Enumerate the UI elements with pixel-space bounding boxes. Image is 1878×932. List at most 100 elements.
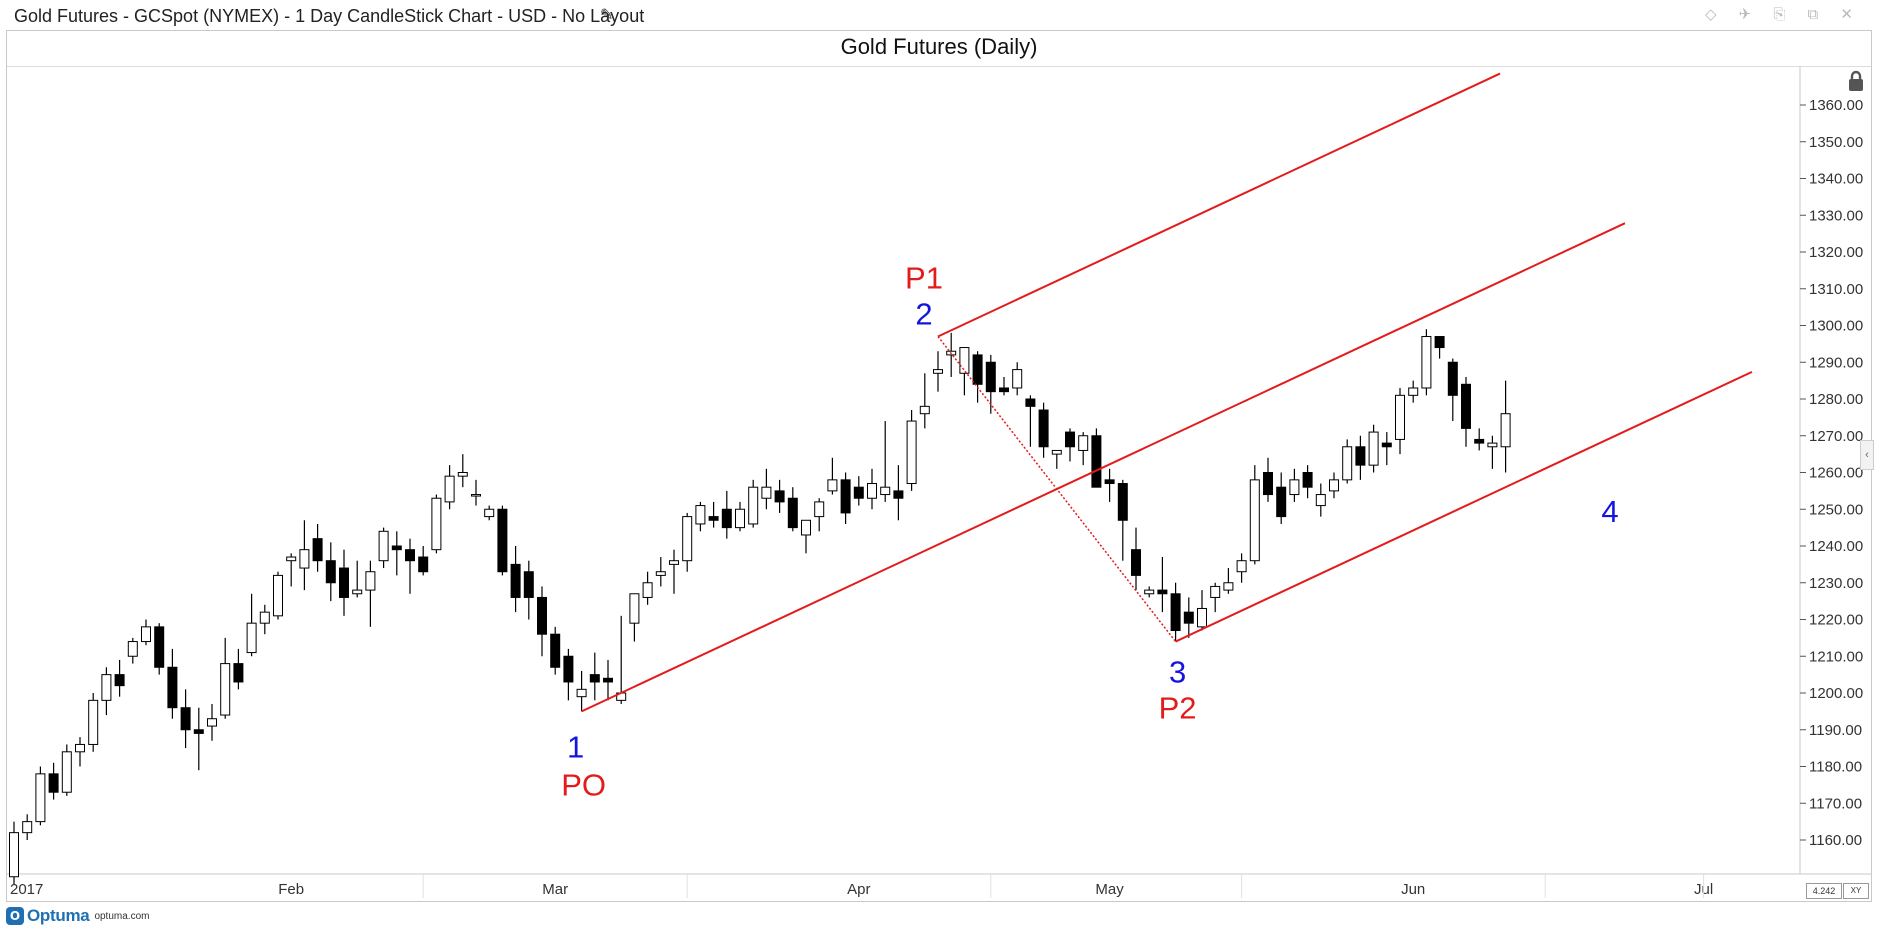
candle bbox=[1078, 432, 1089, 466]
candle bbox=[563, 648, 574, 701]
pivot-label-p1: P1 bbox=[905, 261, 943, 296]
candle bbox=[1329, 472, 1339, 499]
window-controls-icons[interactable]: ◇ ✈ ⎘ ⧉ ✕ bbox=[1704, 6, 1862, 23]
candle bbox=[299, 520, 310, 591]
candle-body-down bbox=[603, 677, 613, 683]
candle bbox=[682, 512, 693, 572]
candle bbox=[735, 501, 745, 532]
candle-body-up bbox=[1051, 449, 1062, 455]
candle bbox=[919, 373, 930, 429]
candle-body-down bbox=[972, 354, 983, 385]
candle-body-down bbox=[721, 508, 732, 529]
candle-body-up bbox=[1329, 479, 1339, 492]
optuma-logo: O Optuma optuma.com bbox=[6, 906, 149, 926]
candle-body-down bbox=[405, 549, 415, 562]
candle bbox=[933, 351, 943, 392]
date-tick-label: May bbox=[1095, 881, 1124, 898]
candle-body-up bbox=[1342, 446, 1353, 481]
candle bbox=[1117, 479, 1128, 561]
candle-body-down bbox=[1104, 479, 1115, 485]
candle-body-up bbox=[1421, 336, 1432, 389]
candle-body-up bbox=[9, 832, 19, 878]
candle bbox=[985, 354, 996, 414]
candle-body-down bbox=[1302, 472, 1313, 488]
chart-title: Gold Futures (Daily) bbox=[840, 34, 1038, 59]
candle-body-down bbox=[1381, 442, 1392, 448]
date-tick-label: 2017 bbox=[10, 881, 43, 898]
pitchfork-handle-line[interactable] bbox=[937, 336, 1177, 643]
candle-body-down bbox=[1474, 438, 1485, 444]
candle bbox=[1144, 586, 1155, 598]
candle bbox=[246, 593, 257, 657]
edit-title-icon[interactable]: ✎ bbox=[600, 7, 614, 24]
candle-body-down bbox=[1091, 435, 1102, 488]
price-tick-label: 1190.00 bbox=[1809, 722, 1862, 739]
candle-body-down bbox=[985, 361, 996, 393]
candle-body-up bbox=[1012, 369, 1023, 389]
candle bbox=[1249, 465, 1260, 565]
price-tick-label: 1280.00 bbox=[1809, 391, 1863, 408]
candle bbox=[510, 546, 521, 613]
candle-body-down bbox=[193, 729, 204, 734]
price-tick-label: 1340.00 bbox=[1809, 171, 1863, 188]
zoom-level[interactable]: 4.242 bbox=[1806, 883, 1842, 899]
xy-mode-button[interactable]: XY bbox=[1843, 883, 1869, 899]
candle bbox=[1065, 428, 1075, 462]
candle bbox=[312, 523, 323, 572]
candle-body-up bbox=[101, 674, 112, 701]
candle-body-up bbox=[1315, 494, 1326, 507]
candle bbox=[352, 560, 363, 598]
candle-body-down bbox=[1183, 611, 1194, 624]
price-tick-label: 1350.00 bbox=[1809, 134, 1863, 151]
price-tick-label: 1330.00 bbox=[1809, 207, 1863, 224]
candle bbox=[273, 571, 283, 620]
pitchfork-median-line[interactable] bbox=[581, 222, 1626, 713]
candle bbox=[75, 737, 85, 767]
pitchfork-drawing[interactable] bbox=[581, 72, 1753, 713]
candle bbox=[972, 351, 983, 403]
candle-body-up bbox=[286, 556, 297, 562]
collapse-panel-icon[interactable]: ‹ bbox=[1860, 440, 1874, 470]
candle bbox=[589, 652, 600, 701]
candle bbox=[853, 476, 864, 506]
candle-body-down bbox=[1131, 549, 1141, 576]
candle-body-down bbox=[774, 490, 785, 503]
price-tick-label: 1290.00 bbox=[1809, 354, 1863, 371]
candle-body-down bbox=[563, 655, 574, 683]
price-tick-label: 1170.00 bbox=[1809, 795, 1862, 812]
candle-body-up bbox=[814, 501, 825, 518]
candle bbox=[405, 538, 415, 594]
candle bbox=[1368, 424, 1379, 473]
candle-body-down bbox=[325, 560, 336, 584]
pitchfork-upper-line[interactable] bbox=[937, 72, 1501, 338]
candle bbox=[378, 527, 389, 569]
candle-body-down bbox=[787, 497, 798, 529]
candle bbox=[1091, 428, 1102, 488]
candle bbox=[1500, 380, 1511, 473]
candle bbox=[1236, 553, 1247, 583]
wave-labels: 1PO P12 3P2 4 bbox=[561, 261, 1618, 803]
date-axis[interactable]: 2017 Feb Mar Apr May Jun Jul bbox=[7, 873, 1871, 898]
candle-body-down bbox=[167, 666, 178, 709]
date-tick-label: Feb bbox=[278, 881, 304, 898]
candle bbox=[61, 744, 72, 796]
candle-body-up bbox=[735, 508, 745, 529]
candle-body-up bbox=[378, 530, 389, 562]
price-axis[interactable]: 1160.00 1170.00 1180.00 1190.00 1200.00 1210.… bbox=[1799, 67, 1863, 874]
price-tick-label: 1160.00 bbox=[1809, 832, 1862, 849]
candle-body-up bbox=[906, 420, 917, 485]
lock-icon[interactable] bbox=[1846, 70, 1866, 92]
window-titlebar: Gold Futures - GCSpot (NYMEX) - 1 Day Ca… bbox=[0, 0, 1878, 30]
candle-body-up bbox=[75, 743, 85, 753]
price-tick-label: 1250.00 bbox=[1809, 501, 1863, 518]
candle-body-up bbox=[642, 582, 653, 598]
candle-body-down bbox=[1447, 361, 1458, 396]
candle bbox=[1408, 380, 1419, 403]
candle bbox=[259, 604, 270, 635]
candle bbox=[1131, 527, 1141, 591]
pitchfork-lower-line[interactable] bbox=[1175, 370, 1753, 643]
price-tick-label: 1320.00 bbox=[1809, 244, 1863, 261]
candle bbox=[642, 571, 653, 605]
candle-body-down bbox=[233, 663, 244, 683]
